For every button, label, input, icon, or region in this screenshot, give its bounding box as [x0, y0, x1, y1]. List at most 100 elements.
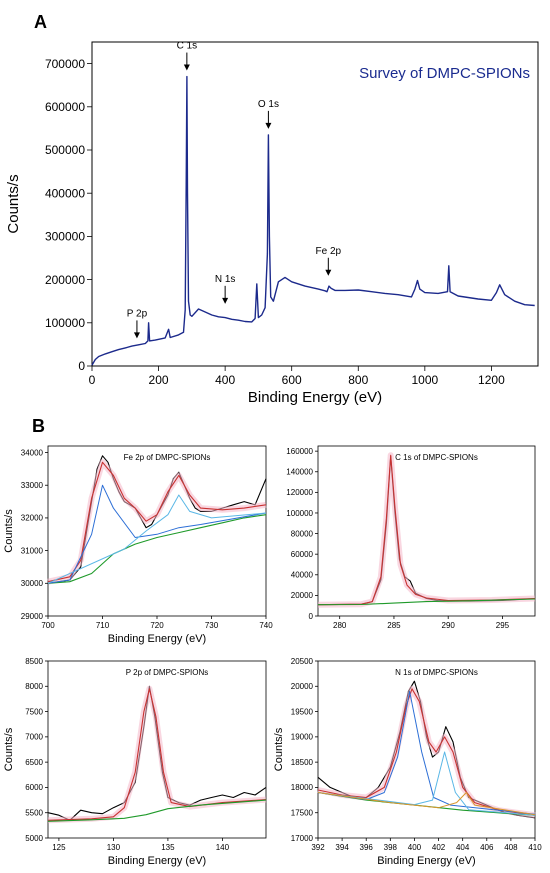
y-tick-label: 17000: [291, 834, 314, 843]
y-tick-label: 20000: [291, 682, 314, 691]
annotation-arrowhead: [222, 297, 229, 304]
annotation-arrowhead: [265, 122, 272, 129]
y-tick-label: 40000: [291, 571, 314, 580]
y-tick-label: 8000: [25, 682, 43, 691]
y-tick-label: 6500: [25, 758, 43, 767]
y-tick-label: 30000: [21, 579, 44, 588]
data-line: [317, 455, 536, 606]
y-tick-label: 0: [309, 612, 314, 621]
chart-title: Survey of DMPC-SPIONs: [359, 65, 530, 82]
x-tick-label: 800: [348, 373, 368, 387]
y-tick-label: 18500: [291, 758, 314, 767]
chart-title: N 1s of DMPC-SPIONs: [395, 668, 478, 677]
fe2p-spectrum-plot: 700 710 720 730 740 29000 30000 31000 32000 33000…: [3, 445, 273, 645]
x-tick-label: 125: [52, 843, 66, 852]
peak-annotation: O 1s: [258, 99, 279, 110]
x-tick-label: 710: [96, 621, 110, 630]
annotation-arrowhead: [183, 64, 190, 71]
x-tick-label: 396: [360, 843, 374, 852]
chart-title: Fe 2p of DMPC-SPIONs: [124, 453, 211, 462]
y-tick-label: 33000: [21, 481, 44, 490]
x-axis-label: Binding Energy (eV): [248, 389, 382, 406]
y-tick-label: 20000: [291, 591, 314, 600]
x-tick-label: 740: [259, 621, 273, 630]
y-tick-label: 200000: [45, 273, 85, 287]
y-tick-label: 8500: [25, 657, 43, 666]
x-tick-label: 730: [205, 621, 219, 630]
y-tick-label: 34000: [21, 448, 44, 457]
y-tick-label: 120000: [286, 488, 313, 497]
y-axis-label: Counts/s: [5, 174, 22, 233]
chart-title: C 1s of DMPC-SPIONs: [395, 453, 478, 462]
fit-envelope: [47, 685, 267, 824]
y-tick-label: 600000: [45, 100, 85, 114]
y-tick-label: 700000: [45, 57, 85, 71]
x-tick-label: 410: [528, 843, 542, 852]
y-tick-label: 18000: [291, 783, 314, 792]
y-tick-label: 300000: [45, 230, 85, 244]
y-tick-label: 20500: [291, 657, 314, 666]
component-line: [317, 792, 536, 816]
y-axis-label: Counts/s: [3, 727, 15, 771]
plot-frame: [317, 660, 536, 839]
x-tick-label: 280: [333, 621, 347, 630]
y-axis-label: Counts/s: [273, 727, 285, 771]
fit-envelope: [317, 452, 536, 608]
fit-line: [47, 461, 267, 583]
y-tick-label: 60000: [291, 550, 314, 559]
fit-line: [317, 688, 536, 816]
x-axis-label: Binding Energy (eV): [108, 855, 206, 867]
fit-line: [317, 454, 536, 606]
x-tick-label: 135: [161, 843, 175, 852]
y-tick-label: 0: [78, 359, 85, 373]
panel-label-b: B: [32, 416, 45, 436]
component-line: [317, 690, 536, 815]
y-tick-label: 5500: [25, 809, 43, 818]
component-line: [47, 484, 267, 584]
x-tick-label: 400: [215, 373, 235, 387]
y-tick-label: 29000: [21, 612, 44, 621]
plot-frame: [47, 445, 267, 617]
x-tick-label: 0: [89, 373, 96, 387]
x-tick-label: 600: [282, 373, 302, 387]
x-tick-label: 290: [442, 621, 456, 630]
y-tick-label: 500000: [45, 143, 85, 157]
x-tick-label: 394: [335, 843, 349, 852]
c1s-spectrum-plot: 280 285 290 295 0 20000 40000 60000 80000 100000 1…: [286, 445, 536, 630]
background-line: [317, 598, 536, 606]
y-tick-label: 100000: [45, 316, 85, 330]
x-axis-label: Binding Energy (eV): [377, 855, 475, 867]
y-tick-label: 80000: [291, 529, 314, 538]
peak-annotation: N 1s: [215, 274, 236, 285]
peak-annotation: Fe 2p: [316, 246, 342, 257]
x-tick-label: 408: [504, 843, 518, 852]
x-axis-label: Binding Energy (eV): [108, 633, 206, 645]
x-tick-label: 400: [408, 843, 422, 852]
x-tick-label: 1200: [478, 373, 505, 387]
y-tick-label: 7500: [25, 707, 43, 716]
x-tick-label: 130: [107, 843, 121, 852]
chart-title: P 2p of DMPC-SPIONs: [126, 668, 209, 677]
peak-annotation: C 1s: [177, 41, 198, 52]
annotation-arrowhead: [133, 332, 140, 339]
y-tick-label: 5000: [25, 834, 43, 843]
x-tick-label: 1000: [411, 373, 438, 387]
y-tick-label: 19000: [291, 733, 314, 742]
component-line: [47, 494, 267, 584]
fit-envelope: [47, 459, 267, 585]
y-tick-label: 32000: [21, 514, 44, 523]
y-tick-label: 140000: [286, 468, 313, 477]
y-tick-label: 31000: [21, 546, 44, 555]
x-tick-label: 392: [311, 843, 325, 852]
background-line: [47, 799, 267, 822]
y-tick-label: 160000: [286, 447, 313, 456]
plot-frame: [47, 660, 267, 839]
x-tick-label: 295: [496, 621, 510, 630]
x-tick-label: 140: [216, 843, 230, 852]
x-tick-label: 402: [432, 843, 446, 852]
x-tick-label: 720: [150, 621, 164, 630]
y-tick-label: 400000: [45, 186, 85, 200]
panel-label-a: A: [34, 12, 47, 32]
y-tick-label: 6000: [25, 783, 43, 792]
